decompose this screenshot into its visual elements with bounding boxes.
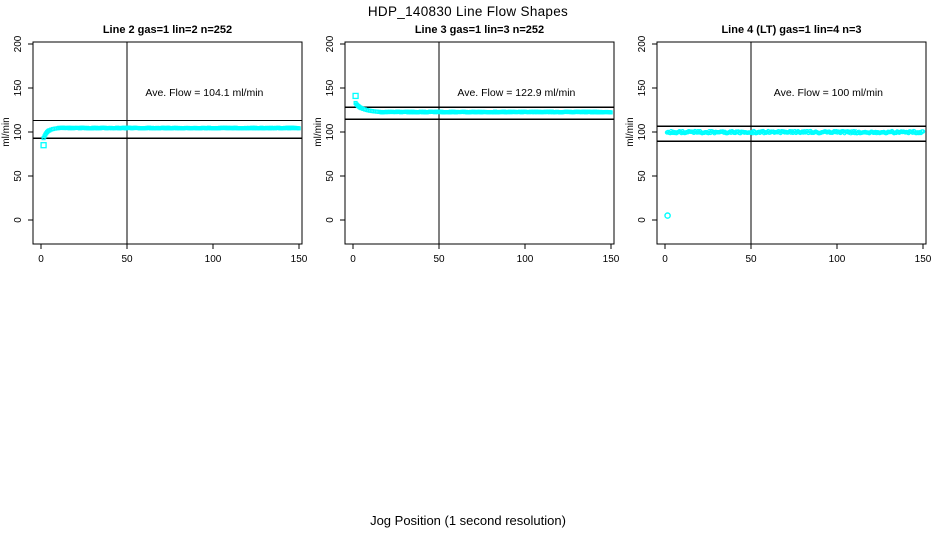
x-tick-label: 150 [915, 254, 932, 265]
plot-box [32, 41, 303, 245]
outlier-point [352, 92, 359, 100]
x-axis-label: Jog Position (1 second resolution) [370, 513, 566, 528]
outlier-point [664, 212, 671, 219]
x-tick-label: 150 [603, 254, 620, 265]
x-tick-label: 50 [745, 254, 757, 265]
plot-box [656, 41, 927, 245]
panel-title: Line 4 (LT) gas=1 lin=4 n=3 [721, 24, 861, 36]
y-tick-label: 50 [13, 170, 24, 182]
y-tick-label: 100 [13, 123, 24, 140]
data-point [378, 109, 383, 114]
x-tick-label: 150 [291, 254, 308, 265]
y-tick-label: 0 [13, 217, 24, 223]
y-tick-label: 0 [637, 217, 648, 223]
y-tick-label: 100 [325, 123, 336, 140]
y-axis-title: ml/min [313, 117, 324, 146]
y-tick-label: 150 [325, 79, 336, 96]
panel-title: Line 2 gas=1 lin=2 n=252 [103, 24, 232, 36]
figure-title: HDP_140830 Line Flow Shapes [367, 4, 569, 19]
outlier-point [40, 142, 47, 149]
x-tick-label: 100 [205, 254, 222, 265]
y-tick-label: 50 [637, 170, 648, 182]
data-point [608, 110, 613, 115]
y-tick-label: 0 [325, 217, 336, 223]
y-tick-label: 50 [325, 170, 336, 182]
x-tick-label: 0 [350, 254, 356, 265]
x-tick-label: 100 [829, 254, 846, 265]
y-tick-label: 150 [13, 79, 24, 96]
x-tick-label: 50 [433, 254, 445, 265]
data-point [666, 130, 672, 135]
data-point [56, 126, 61, 131]
panel-title: Line 3 gas=1 lin=3 n=252 [415, 24, 544, 36]
y-tick-label: 100 [637, 123, 648, 140]
x-tick-label: 0 [38, 254, 44, 265]
ave-flow-annotation: Ave. Flow = 100 ml/min [774, 87, 883, 99]
x-tick-label: 50 [121, 254, 133, 265]
x-tick-label: 100 [517, 254, 534, 265]
ave-flow-annotation: Ave. Flow = 122.9 ml/min [457, 87, 575, 99]
y-axis-title: ml/min [1, 117, 12, 146]
plot-box [344, 41, 615, 245]
y-axis-title: ml/min [625, 117, 636, 146]
y-tick-label: 200 [13, 35, 24, 52]
ave-flow-annotation: Ave. Flow = 104.1 ml/min [145, 87, 263, 99]
data-point [920, 129, 926, 134]
x-tick-label: 0 [662, 254, 668, 265]
y-tick-label: 200 [325, 35, 336, 52]
y-tick-label: 150 [637, 79, 648, 96]
y-tick-label: 200 [637, 35, 648, 52]
data-point [296, 126, 301, 131]
